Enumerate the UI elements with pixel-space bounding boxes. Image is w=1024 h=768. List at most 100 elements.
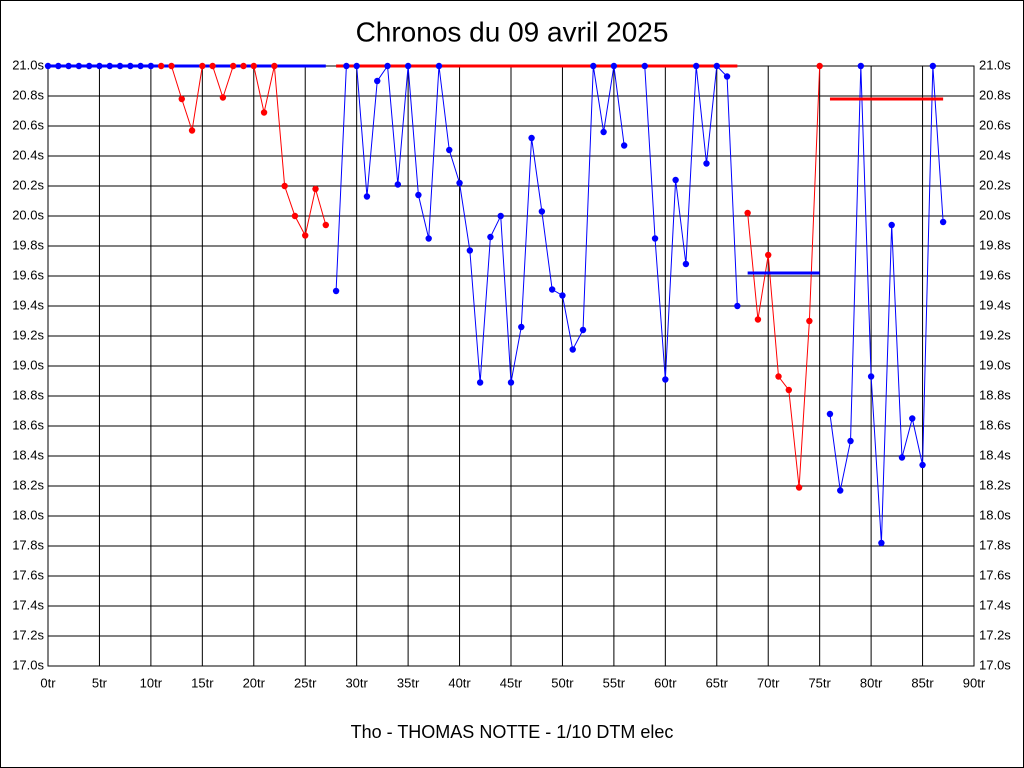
data-point bbox=[44, 62, 52, 70]
data-point bbox=[435, 62, 443, 70]
y-tick-label: 17.2s bbox=[12, 627, 44, 642]
y-tick-label: 20.4s bbox=[12, 147, 44, 162]
data-point bbox=[919, 461, 926, 469]
data-point bbox=[240, 62, 247, 70]
data-point bbox=[497, 212, 504, 220]
y-tick-label-right: 19.2s bbox=[979, 327, 1011, 342]
data-point bbox=[322, 221, 329, 229]
data-point bbox=[302, 232, 309, 239]
x-tick-label: 60tr bbox=[654, 675, 677, 690]
data-point bbox=[271, 62, 278, 70]
data-point bbox=[75, 62, 83, 70]
y-tick-label-right: 19.8s bbox=[979, 237, 1011, 252]
y-tick-label: 17.0s bbox=[12, 657, 44, 672]
data-point bbox=[415, 191, 422, 199]
y-tick-label: 18.6s bbox=[12, 417, 44, 432]
data-point bbox=[703, 160, 710, 167]
data-point bbox=[507, 379, 515, 386]
data-point bbox=[528, 134, 535, 142]
data-point bbox=[693, 62, 700, 70]
data-point bbox=[734, 302, 741, 310]
y-tick-label: 18.8s bbox=[12, 387, 44, 402]
data-point bbox=[363, 193, 371, 200]
y-tick-label-right: 20.8s bbox=[979, 87, 1011, 102]
y-tick-label-right: 17.2s bbox=[979, 627, 1011, 642]
data-point bbox=[55, 62, 62, 70]
y-tick-label-right: 18.6s bbox=[979, 417, 1011, 432]
data-point bbox=[579, 326, 587, 334]
x-tick-label: 70tr bbox=[757, 675, 780, 690]
data-point bbox=[847, 437, 854, 445]
y-tick-label-right: 20.0s bbox=[979, 207, 1011, 222]
data-point bbox=[518, 323, 525, 331]
data-point bbox=[641, 62, 648, 70]
x-tick-label: 65tr bbox=[706, 675, 729, 690]
y-tick-label: 18.2s bbox=[12, 477, 44, 492]
data-point bbox=[199, 62, 206, 70]
data-point bbox=[929, 62, 937, 70]
data-point bbox=[682, 260, 690, 268]
data-point bbox=[476, 379, 484, 386]
data-point bbox=[291, 212, 299, 220]
x-tick-label: 5tr bbox=[92, 675, 108, 690]
data-point bbox=[250, 62, 257, 70]
data-point bbox=[65, 62, 72, 70]
data-point bbox=[394, 181, 402, 188]
data-point bbox=[168, 62, 175, 70]
y-tick-label-right: 19.4s bbox=[979, 297, 1011, 312]
data-point bbox=[600, 128, 607, 136]
data-point bbox=[610, 62, 618, 70]
series-line bbox=[747, 65, 821, 488]
data-point bbox=[230, 62, 237, 70]
x-tick-label: 55tr bbox=[603, 675, 626, 690]
data-point bbox=[837, 487, 844, 494]
y-tick-label: 17.6s bbox=[12, 567, 44, 582]
data-point bbox=[312, 185, 319, 193]
data-point bbox=[281, 182, 288, 190]
data-point bbox=[878, 539, 885, 547]
x-tick-label: 45tr bbox=[500, 675, 523, 690]
x-tick-label: 85tr bbox=[911, 675, 934, 690]
x-tick-label: 40tr bbox=[448, 675, 471, 690]
data-point bbox=[178, 95, 185, 103]
data-point bbox=[775, 373, 782, 380]
data-point bbox=[723, 73, 731, 80]
data-point bbox=[569, 346, 576, 353]
data-point bbox=[898, 454, 906, 461]
data-point bbox=[795, 484, 803, 491]
y-tick-label-right: 21.0s bbox=[979, 57, 1011, 72]
y-tick-label: 19.2s bbox=[12, 327, 44, 342]
y-tick-label: 19.0s bbox=[12, 357, 44, 372]
x-tick-label: 20tr bbox=[243, 675, 266, 690]
x-tick-label: 90tr bbox=[963, 675, 986, 690]
data-point bbox=[662, 376, 669, 383]
data-point bbox=[332, 287, 340, 295]
y-tick-label: 19.4s bbox=[12, 297, 44, 312]
x-tick-label: 0tr bbox=[40, 675, 56, 690]
data-point bbox=[713, 62, 720, 70]
data-point bbox=[384, 62, 391, 70]
series-line bbox=[829, 65, 944, 544]
y-tick-label-right: 18.2s bbox=[979, 477, 1011, 492]
y-tick-label-right: 18.0s bbox=[979, 507, 1011, 522]
y-tick-label-right: 20.6s bbox=[979, 117, 1011, 132]
data-point bbox=[816, 62, 823, 70]
data-point bbox=[826, 410, 834, 418]
y-tick-label: 21.0s bbox=[12, 57, 44, 72]
y-tick-label: 18.4s bbox=[12, 447, 44, 462]
chart-title: Chronos du 09 avril 2025 bbox=[356, 16, 669, 47]
y-tick-label-right: 17.0s bbox=[979, 657, 1011, 672]
data-point bbox=[909, 415, 916, 422]
data-point bbox=[559, 292, 566, 299]
data-point bbox=[137, 62, 144, 70]
data-point bbox=[672, 176, 679, 184]
data-point bbox=[219, 94, 227, 101]
data-point bbox=[590, 62, 597, 70]
data-point bbox=[620, 142, 628, 149]
data-point bbox=[404, 62, 412, 70]
y-tick-label: 17.4s bbox=[12, 597, 44, 612]
data-point bbox=[651, 235, 659, 242]
data-point bbox=[343, 62, 350, 70]
data-point bbox=[147, 62, 155, 70]
data-point bbox=[446, 146, 453, 154]
